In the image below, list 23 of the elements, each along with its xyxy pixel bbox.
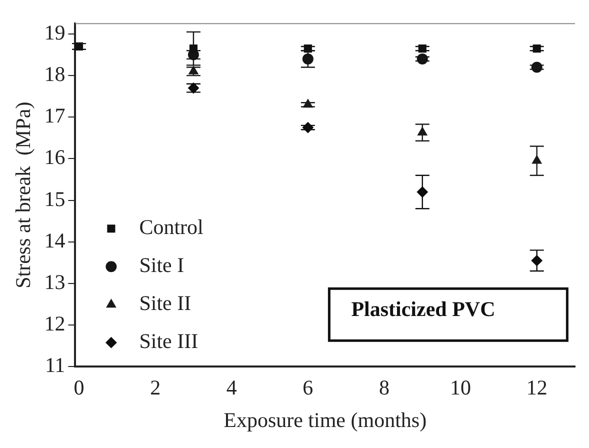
x-tick-label: 8	[378, 376, 390, 400]
x-tick-label: 10	[450, 376, 472, 400]
x-tick-label: 4	[226, 376, 238, 400]
y-tick-label: 11	[44, 353, 66, 378]
x-tick-label: 2	[150, 376, 161, 400]
y-tick-label: 12	[44, 312, 66, 336]
y-tick-label: 16	[44, 145, 66, 170]
y-tick-label: 15	[44, 186, 66, 211]
x-tick-label: 6	[302, 376, 314, 400]
y-tick-label: 18	[44, 62, 66, 86]
y-tick-label: 13	[44, 270, 66, 294]
legend-label: Site III	[139, 329, 198, 354]
x-axis-title: Exposure time (months)	[224, 408, 427, 432]
legend-label: Site I	[139, 253, 184, 278]
x-tick-label: 12	[526, 376, 548, 400]
y-tick-label: 14	[44, 228, 66, 252]
y-axis-title: Stress at break (MPa)	[11, 102, 36, 288]
annotation: Plasticized PVC	[351, 297, 496, 322]
x-tick-label: 0	[74, 376, 84, 400]
y-tick-label: 19	[44, 20, 66, 45]
y-tick-label: 17	[44, 104, 66, 128]
legend-label: Site II	[139, 291, 192, 316]
legend-label: Control	[139, 215, 204, 240]
